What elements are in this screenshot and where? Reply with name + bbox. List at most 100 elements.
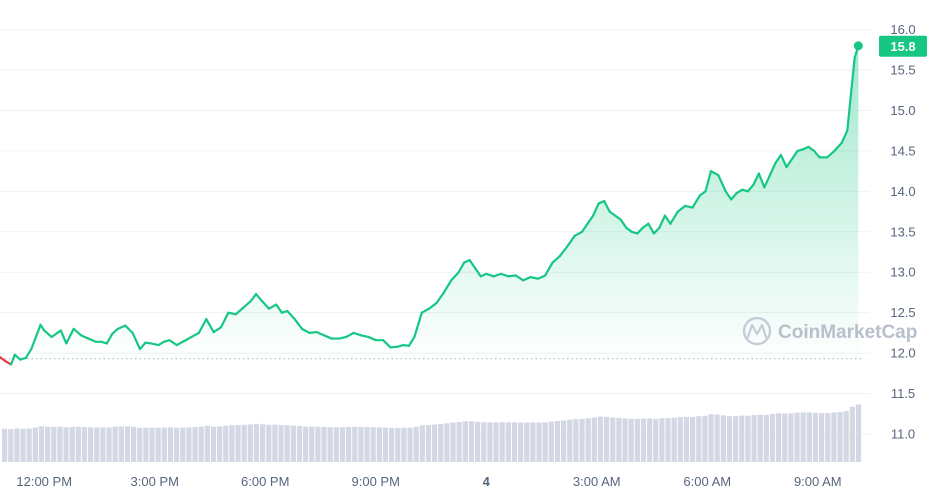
price-line-segment	[652, 226, 661, 235]
price-line-segment	[580, 222, 589, 233]
price-line-segment	[315, 330, 326, 337]
volume-bar	[241, 424, 247, 462]
volume-bar	[143, 427, 149, 462]
volume-bar	[419, 425, 425, 462]
price-line-segment	[308, 330, 318, 334]
last-price-dot	[853, 41, 863, 51]
volume-bar	[364, 427, 370, 462]
price-line-segment	[168, 339, 178, 347]
price-line-segment	[212, 326, 223, 334]
volume-bar	[149, 427, 155, 462]
volume-bar	[591, 417, 597, 462]
price-line-segment	[704, 170, 713, 193]
volume-bar	[855, 404, 862, 462]
volume-bar	[751, 415, 757, 462]
volume-bar	[253, 423, 260, 462]
volume-bar	[819, 413, 825, 462]
volume-bar	[794, 412, 800, 462]
volume-bar	[769, 414, 776, 462]
price-line-segment	[24, 347, 33, 360]
volume-bar	[100, 427, 106, 462]
price-line-segment	[641, 222, 650, 229]
volume-bar	[733, 415, 739, 462]
volume-bar	[296, 426, 303, 462]
price-line-segment	[724, 190, 733, 201]
volume-bar	[671, 417, 677, 462]
price-line-segment	[468, 259, 477, 270]
volume-bar	[610, 417, 616, 462]
price-line-segment	[43, 329, 53, 339]
volume-bar	[659, 418, 665, 462]
price-line-segment	[669, 210, 679, 225]
volume-bar	[26, 428, 32, 462]
price-line-segment	[30, 323, 42, 351]
price-line-segment	[286, 309, 296, 321]
volume-bar	[14, 428, 20, 462]
price-line-segment	[72, 327, 83, 337]
y-tick-label: 16.0	[890, 22, 915, 37]
volume-bar	[462, 421, 468, 462]
volume-bar	[561, 420, 567, 462]
volume-bar	[524, 422, 530, 462]
price-line-segment	[413, 311, 423, 339]
y-tick-label: 15.5	[890, 63, 915, 78]
price-line-segment	[293, 318, 304, 330]
y-tick-label: 14.5	[890, 143, 915, 158]
volume-bar	[118, 426, 124, 462]
volume-bar	[628, 418, 634, 462]
price-line-segment	[709, 170, 720, 177]
price-line-segment	[757, 172, 766, 189]
volume-bar	[640, 418, 647, 462]
volume-bar	[352, 426, 358, 462]
volume-bar	[63, 427, 69, 462]
price-line-segment	[79, 334, 90, 340]
price-line-segment	[499, 272, 510, 278]
price-line-segment	[849, 56, 856, 96]
volume-bar	[389, 427, 395, 462]
price-line-segment	[492, 272, 503, 278]
volume-bar	[622, 418, 628, 462]
volume-bars	[2, 404, 862, 462]
price-line-segment	[619, 218, 628, 229]
price-line-segment	[205, 318, 215, 334]
price-line-segment	[138, 341, 147, 351]
volume-bar	[155, 427, 161, 462]
y-tick-label: 15.0	[890, 103, 915, 118]
volume-bar	[327, 427, 333, 462]
volume-bar	[837, 412, 843, 462]
price-line-segment	[65, 327, 75, 345]
volume-bar	[376, 427, 382, 462]
volume-bar	[137, 427, 143, 462]
price-line-segment	[614, 214, 622, 221]
volume-bar	[493, 422, 499, 462]
logo-mark	[746, 323, 768, 339]
volume-bar	[186, 427, 192, 462]
y-axis: 16.0 15.5 15.0 14.5 14.0 13.5 13.0 12.5 12.0 11.5…	[890, 22, 915, 441]
price-line-segment	[658, 214, 667, 229]
price-line-segment	[779, 153, 788, 169]
price-line-segment	[197, 318, 208, 334]
volume-bar	[690, 416, 696, 462]
volume-bar	[94, 427, 100, 462]
volume-bar	[75, 426, 81, 462]
price-line-segment	[111, 327, 119, 335]
volume-bar	[776, 413, 782, 462]
price-line-segment	[684, 204, 694, 209]
volume-bar	[788, 413, 794, 462]
price-line-segment	[457, 261, 466, 274]
volume-bar	[290, 425, 296, 462]
x-tick-label: 9:00 AM	[794, 474, 842, 489]
price-line-segment	[586, 214, 595, 225]
volume-bar	[180, 427, 186, 462]
volume-bar	[88, 427, 94, 462]
price-line-segment	[521, 275, 532, 282]
volume-bar	[511, 422, 518, 462]
price-line-segment	[846, 93, 853, 132]
volume-bar	[81, 427, 88, 462]
volume-bar	[217, 426, 223, 462]
price-line-segment	[389, 345, 399, 349]
price-line-segment	[840, 129, 849, 144]
volume-bar	[585, 418, 591, 462]
x-tick-label: 3:00 AM	[573, 474, 621, 489]
volume-bar	[548, 421, 554, 462]
